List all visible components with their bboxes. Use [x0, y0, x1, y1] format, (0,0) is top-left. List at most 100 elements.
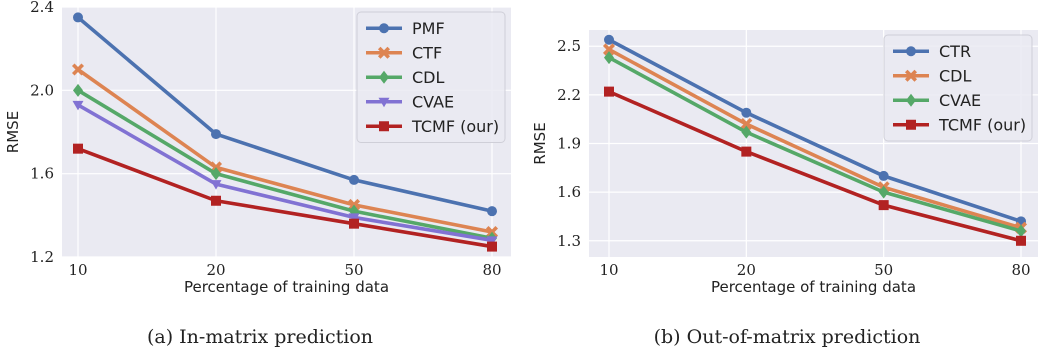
legend-entry-ctr: CTR [893, 42, 971, 61]
series-line [608, 55, 1022, 233]
data-point [71, 63, 85, 76]
x-tick-label: 20 [737, 261, 756, 279]
data-point [878, 185, 889, 199]
legend-label: PMF [412, 19, 445, 38]
y-axis-label: RMSE [4, 111, 22, 153]
x-tick-label: 20 [206, 261, 225, 279]
legend-marker [906, 46, 916, 57]
legend-label: CDL [939, 66, 971, 85]
data-point [741, 107, 752, 118]
data-point [487, 206, 497, 217]
data-point [878, 200, 889, 211]
data-point [604, 86, 614, 97]
series-line [608, 47, 1022, 230]
legend-marker [377, 46, 391, 59]
legend-marker [379, 23, 389, 34]
data-point [210, 180, 222, 190]
x-tick-label: 50 [344, 261, 363, 279]
series-pmf [73, 12, 497, 217]
legend: CTR CDL CVAE TCMF (our) [883, 34, 1033, 142]
data-point [1016, 224, 1026, 238]
data-point [211, 195, 221, 206]
legend-entry-pmf: PMF [366, 19, 445, 38]
legend-marker [904, 69, 918, 82]
y-tick-label: 2.4 [30, 0, 54, 16]
legend-marker [378, 97, 390, 108]
data-point [486, 236, 498, 246]
legend-label: CTR [939, 42, 971, 61]
legend-entry-cvae: CVAE [366, 92, 454, 111]
legend-entry-ctf: CTF [366, 43, 442, 62]
legend-entry-tcmf-our: TCMF (our) [893, 115, 1026, 134]
legend-marker [379, 70, 389, 84]
data-point [487, 241, 497, 252]
caption-out-of-matrix: (b) Out-of-matrix prediction [653, 326, 921, 348]
y-tick-label: 1.3 [557, 232, 581, 250]
data-point [73, 143, 83, 154]
x-tick-label: 80 [1011, 261, 1030, 279]
y-tick-label: 2.0 [30, 81, 54, 99]
series-cvae [604, 51, 1026, 238]
series-line [608, 38, 1022, 224]
legend-marker [906, 119, 916, 130]
x-tick-label: 80 [482, 261, 501, 279]
y-tick-label: 2.2 [557, 86, 581, 104]
data-point [348, 213, 360, 223]
y-tick-label: 2.5 [557, 37, 581, 55]
data-point [1016, 235, 1026, 246]
data-point [211, 129, 221, 140]
data-point [72, 100, 84, 111]
legend-label: CTF [412, 43, 442, 62]
legend-label: TCMF (our) [938, 115, 1026, 134]
series-line [76, 68, 493, 234]
data-point [741, 146, 752, 157]
y-tick-label: 1.2 [30, 248, 54, 266]
chart-in-matrix: 1.2 1.6 2.0 2.4 10 20 50 80 Percentage of traini… [4, 0, 511, 296]
legend-marker [906, 93, 916, 107]
legend-label: TCMF (our) [411, 117, 499, 136]
data-point [73, 83, 83, 97]
series-cvae [72, 100, 498, 246]
data-point [349, 218, 359, 229]
x-tick-label: 10 [68, 261, 87, 279]
legend-box [883, 34, 1033, 142]
series-line [76, 16, 493, 213]
series-tcmf-our [604, 86, 1026, 246]
series-ctr [604, 34, 1026, 227]
x-tick-label: 50 [874, 261, 893, 279]
x-axis-label: Percentage of training data [711, 278, 916, 296]
x-tick-label: 10 [599, 261, 618, 279]
legend-box [356, 11, 506, 143]
legend-entry-cvae: CVAE [893, 91, 981, 110]
series-tcmf-our [73, 143, 497, 252]
data-point [604, 34, 614, 45]
data-point [602, 43, 616, 56]
data-point [349, 174, 359, 185]
y-axis-label: RMSE [531, 122, 549, 164]
y-tick-label: 1.6 [30, 165, 54, 183]
series-line [77, 146, 493, 249]
legend: PMF CTF CDL CVAE TCMF (our) [356, 11, 506, 143]
legend-label: CVAE [412, 92, 454, 111]
series-line [77, 88, 493, 241]
series-line [608, 89, 1022, 243]
legend-entry-cdl: CDL [366, 68, 444, 87]
y-tick-label: 1.9 [557, 135, 581, 153]
chart-out-of-matrix: 1.3 1.6 1.9 2.2 2.5 10 20 50 80 Percentage of tra… [531, 30, 1038, 296]
legend-label: CDL [412, 68, 444, 87]
legend-entry-tcmf-our: TCMF (our) [366, 117, 499, 136]
data-point [73, 12, 83, 23]
caption-in-matrix: (a) In-matrix prediction [146, 326, 373, 348]
legend-marker [379, 121, 389, 132]
legend-label: CVAE [939, 91, 981, 110]
y-tick-label: 1.6 [557, 183, 581, 201]
data-point [740, 118, 753, 131]
series-line [77, 103, 493, 243]
data-point [211, 167, 221, 181]
data-point [741, 125, 752, 139]
data-point [878, 170, 889, 181]
data-point [604, 51, 614, 65]
legend-entry-cdl: CDL [893, 66, 971, 85]
x-axis-label: Percentage of training data [184, 278, 389, 296]
